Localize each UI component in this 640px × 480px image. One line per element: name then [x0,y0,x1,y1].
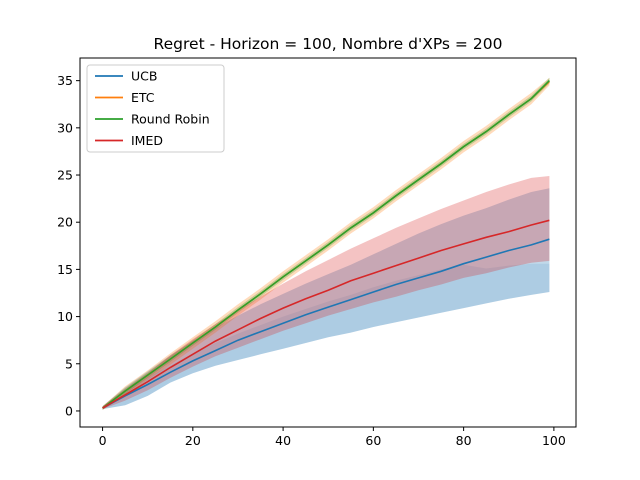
imed-line [102,219,550,409]
y-tick-label: 5 [65,356,73,371]
x-tick-label: 0 [99,433,107,448]
y-tick-label: 30 [57,120,73,135]
legend-label-round-robin: Round Robin [131,112,210,127]
legend: UCB ETC Round Robin IMED [86,64,225,153]
series-lines [102,80,550,409]
ucb-confidence-band [102,188,550,410]
ucb-inner-band [102,263,550,410]
legend-box [86,64,225,153]
chart-title: Regret - Horizon = 100, Nombre d'XPs = 2… [154,35,503,53]
y-tick-label: 10 [57,309,73,324]
legend-label-imed: IMED [131,133,163,148]
x-tick-label: 40 [275,433,291,448]
legend-label-ucb: UCB [131,69,157,84]
x-axis: 0 20 40 60 80 100 [99,427,566,448]
ucb-line [102,238,550,409]
x-tick-label: 80 [456,433,472,448]
y-tick-label: 0 [65,403,73,418]
x-tick-label: 20 [185,433,201,448]
legend-label-etc: ETC [131,90,155,105]
y-tick-label: 25 [57,168,73,183]
round-robin-line [102,80,550,409]
y-axis: 0 5 10 15 20 25 30 35 [57,73,80,418]
y-tick-label: 15 [57,262,73,277]
y-tick-label: 20 [57,215,73,230]
x-tick-label: 60 [365,433,381,448]
y-tick-label: 35 [57,73,73,88]
plot-frame [79,57,577,428]
x-tick-label: 100 [542,433,566,448]
